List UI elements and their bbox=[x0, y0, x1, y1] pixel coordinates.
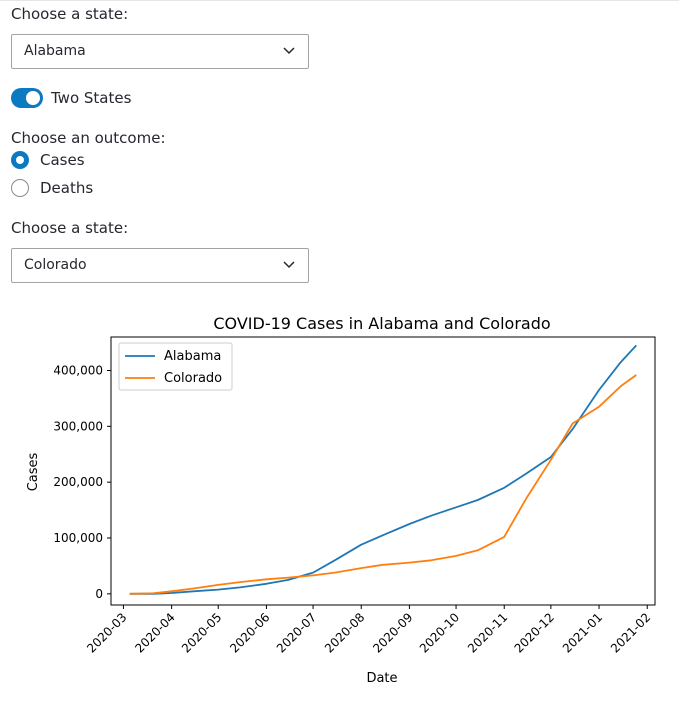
x-tick-label: 2020-08 bbox=[322, 610, 367, 655]
series-line-colorado bbox=[129, 374, 637, 595]
radio-cases-label: Cases bbox=[40, 151, 85, 169]
y-tick-label: 300,000 bbox=[53, 419, 103, 433]
state-select-1[interactable]: Alabama bbox=[11, 34, 309, 69]
chart-title: COVID-19 Cases in Alabama and Colorado bbox=[213, 314, 550, 333]
state-select-2-value: Colorado bbox=[24, 257, 87, 273]
x-tick-label: 2020-11 bbox=[465, 610, 510, 655]
x-tick-label: 2020-10 bbox=[417, 610, 462, 655]
covid-cases-chart: COVID-19 Cases in Alabama and Colorado 0… bbox=[26, 314, 656, 686]
y-axis-label: Cases bbox=[26, 452, 41, 491]
x-tick-label: 2020-06 bbox=[227, 610, 272, 655]
x-tick-label: 2020-09 bbox=[370, 610, 415, 655]
chevron-down-icon bbox=[283, 261, 295, 269]
state-select-1-value: Alabama bbox=[24, 43, 86, 59]
y-tick-label: 200,000 bbox=[53, 475, 103, 489]
legend-label: Alabama bbox=[164, 349, 221, 364]
y-tick-label: 400,000 bbox=[53, 364, 103, 378]
outcome-label: Choose an outcome: bbox=[11, 129, 166, 147]
x-tick-label: 2021-02 bbox=[608, 610, 653, 655]
x-tick-label: 2021-01 bbox=[560, 610, 605, 655]
state-select-2-label: Choose a state: bbox=[11, 219, 129, 237]
chevron-down-icon bbox=[283, 47, 295, 55]
radio-cases[interactable] bbox=[11, 151, 29, 169]
x-axis-label: Date bbox=[366, 671, 397, 686]
y-tick-label: 100,000 bbox=[53, 531, 103, 545]
state-select-1-label: Choose a state: bbox=[11, 5, 129, 23]
chart-legend: Alabama Colorado bbox=[118, 342, 233, 391]
y-tick-label: 0 bbox=[95, 587, 103, 601]
state-select-2[interactable]: Colorado bbox=[11, 248, 309, 283]
radio-deaths-label: Deaths bbox=[40, 179, 94, 197]
x-tick-label: 2020-05 bbox=[179, 610, 224, 655]
x-tick-label: 2020-04 bbox=[132, 610, 177, 655]
two-states-toggle[interactable] bbox=[11, 88, 43, 108]
plot-frame bbox=[110, 336, 656, 606]
two-states-toggle-label: Two States bbox=[51, 89, 132, 107]
x-tick-label: 2020-12 bbox=[512, 610, 557, 655]
top-divider bbox=[0, 0, 679, 1]
toggle-knob bbox=[26, 91, 40, 105]
legend-label: Colorado bbox=[164, 371, 222, 386]
x-tick-label: 2020-03 bbox=[84, 610, 129, 655]
radio-deaths[interactable] bbox=[11, 179, 29, 197]
x-tick-label: 2020-07 bbox=[274, 610, 319, 655]
